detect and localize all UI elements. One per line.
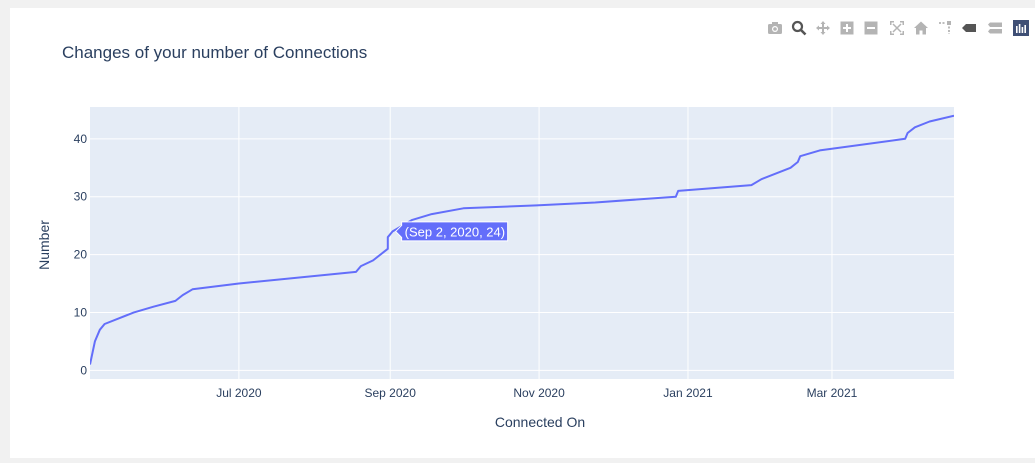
reset-axes-button[interactable] xyxy=(911,18,931,38)
zoom-button[interactable] xyxy=(789,18,809,38)
hover-closest-button[interactable] xyxy=(959,18,979,38)
zoom-out-button[interactable] xyxy=(861,18,881,38)
pan-icon xyxy=(815,20,831,36)
hover-closest-icon xyxy=(961,20,977,36)
line-chart[interactable]: 0 10 20 30 40 Jul 2020 Sep 2020 Nov 2020 Jan 202… xyxy=(10,8,1035,458)
x-tick-label: Nov 2020 xyxy=(513,386,565,400)
pan-button[interactable] xyxy=(813,18,833,38)
hover-tooltip: (Sep 2, 2020, 24) xyxy=(394,221,509,242)
home-icon xyxy=(913,20,929,36)
x-tick-label: Jan 2021 xyxy=(663,386,713,400)
chart-title: Changes of your number of Connections xyxy=(62,43,368,62)
x-axis-title: Connected On xyxy=(495,414,585,430)
zoom-icon xyxy=(791,20,807,36)
plot-area[interactable] xyxy=(90,107,954,379)
y-tick-label: 20 xyxy=(74,248,88,262)
modebar xyxy=(765,18,1031,38)
spike-lines-button[interactable] xyxy=(935,18,955,38)
camera-icon xyxy=(767,20,783,36)
autoscale-button[interactable] xyxy=(887,18,907,38)
tooltip-box xyxy=(394,221,509,242)
x-tick-label: Jul 2020 xyxy=(216,386,262,400)
hover-compare-icon xyxy=(987,20,1003,36)
zoom-in-button[interactable] xyxy=(837,18,857,38)
chart-card: Changes of your number of Connections 0 1… xyxy=(10,8,1035,458)
x-tick-label: Mar 2021 xyxy=(807,386,858,400)
y-tick-label: 30 xyxy=(74,190,88,204)
zoom-out-icon xyxy=(863,20,879,36)
autoscale-icon xyxy=(889,20,905,36)
tooltip-text: (Sep 2, 2020, 24) xyxy=(405,224,505,239)
y-tick-label: 0 xyxy=(80,363,87,377)
y-tick-label: 10 xyxy=(74,305,88,319)
download-plot-button[interactable] xyxy=(765,18,785,38)
zoom-in-icon xyxy=(839,20,855,36)
y-tick-label: 40 xyxy=(74,132,88,146)
plotly-logo-button[interactable] xyxy=(1011,18,1031,38)
y-axis-title: Number xyxy=(36,220,52,270)
hover-compare-button[interactable] xyxy=(985,18,1005,38)
plotly-logo-icon xyxy=(1013,20,1029,36)
x-tick-label: Sep 2020 xyxy=(365,386,417,400)
spikelines-icon xyxy=(937,20,953,36)
